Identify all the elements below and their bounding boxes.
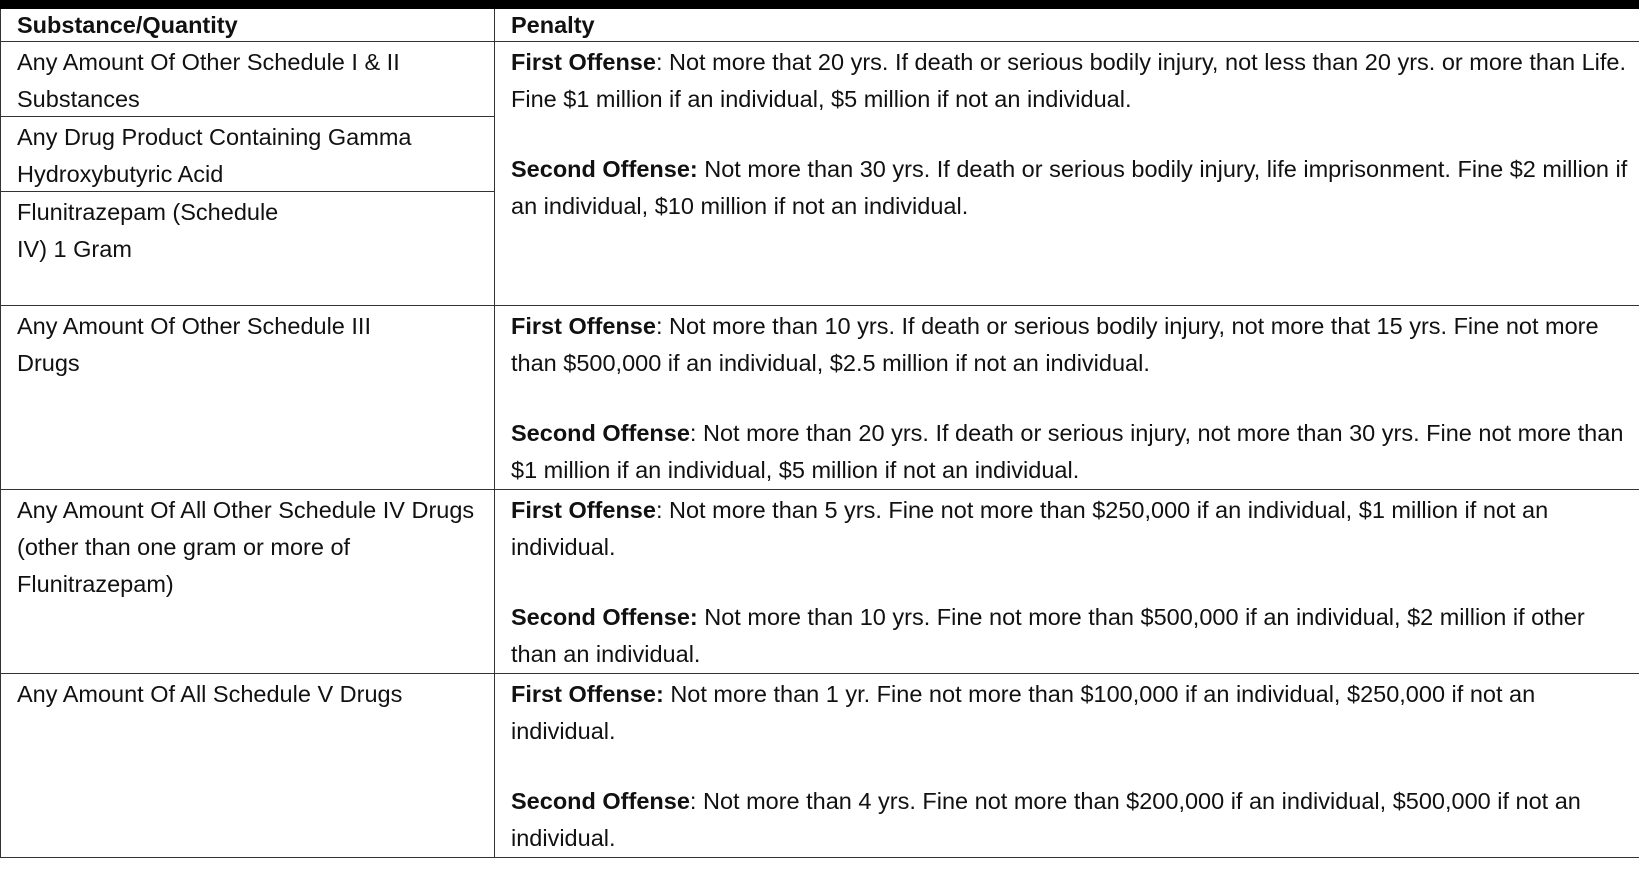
table-row: Any Amount Of All Schedule V Drugs First… <box>0 673 1639 858</box>
header-penalty: Penalty <box>494 9 1639 42</box>
second-offense-label: Second Offense: <box>511 604 698 630</box>
substance-item: Any Amount Of Other Schedule I & II Subs… <box>1 42 494 117</box>
second-offense-label: Second Offense <box>511 788 690 814</box>
first-offense-text: Not more than 1 yr. Fine not more than $… <box>511 681 1536 744</box>
first-offense-text: Not more that 20 yrs. If death or seriou… <box>511 49 1627 112</box>
header-substance-quantity: Substance/Quantity <box>0 9 495 42</box>
substance-item: Any Drug Product Containing Gamma Hydrox… <box>1 117 494 192</box>
first-offense: First Offense: Not more than 5 yrs. Fine… <box>511 492 1629 566</box>
second-offense: Second Offense: Not more than 10 yrs. Fi… <box>511 599 1629 673</box>
label-separator: : <box>655 49 670 75</box>
substance-cell: Any Amount Of All Other Schedule IV Drug… <box>0 489 495 674</box>
second-offense-label: Second Offense <box>511 420 690 446</box>
substance-item: Flunitrazepam (Schedule IV) 1 Gram <box>17 199 279 262</box>
label-separator: : <box>655 313 670 339</box>
table-row: Any Amount Of Other Schedule I & II Subs… <box>0 41 1639 306</box>
label-separator: : <box>689 420 703 446</box>
first-offense: First Offense: Not more that 20 yrs. If … <box>511 44 1629 118</box>
penalty-cell: First Offense: Not more than 10 yrs. If … <box>494 305 1639 490</box>
first-offense-label: First Offense <box>511 49 656 75</box>
penalty-cell: First Offense: Not more than 1 yr. Fine … <box>494 673 1639 858</box>
first-offense: First Offense: Not more than 1 yr. Fine … <box>511 676 1629 750</box>
second-offense-label: Second Offense: <box>511 156 698 182</box>
first-offense-text: Not more than 10 yrs. If death or seriou… <box>511 313 1599 376</box>
penalty-cell: First Offense: Not more than 5 yrs. Fine… <box>494 489 1639 674</box>
second-offense: Second Offense: Not more than 20 yrs. If… <box>511 415 1629 489</box>
second-offense-text: Not more than 30 yrs. If death or seriou… <box>511 156 1628 219</box>
penalty-cell: First Offense: Not more that 20 yrs. If … <box>494 41 1639 306</box>
substance-cell: Any Amount Of All Schedule V Drugs <box>0 673 495 858</box>
top-border-bar <box>0 0 1639 9</box>
second-offense-text: Not more than 10 yrs. Fine not more than… <box>511 604 1585 667</box>
second-offense-text: Not more than 4 yrs. Fine not more than … <box>511 788 1581 851</box>
table-row: Any Amount Of All Other Schedule IV Drug… <box>0 489 1639 674</box>
first-offense-label: First Offense: <box>511 681 664 707</box>
first-offense-label: First Offense <box>511 313 656 339</box>
first-offense-text: Not more than 5 yrs. Fine not more than … <box>511 497 1549 560</box>
second-offense: Second Offense: Not more than 4 yrs. Fin… <box>511 783 1629 857</box>
label-separator: : <box>689 788 703 814</box>
substance-cell: Any Amount Of Other Schedule I & II Subs… <box>0 41 495 306</box>
first-offense-label: First Offense <box>511 497 656 523</box>
table-header-row: Substance/Quantity Penalty <box>0 9 1639 42</box>
label-separator: : <box>655 497 670 523</box>
second-offense-text: Not more than 20 yrs. If death or seriou… <box>511 420 1624 483</box>
penalty-table: Substance/Quantity Penalty Any Amount Of… <box>0 9 1639 858</box>
table-row: Any Amount Of Other Schedule III Drugs F… <box>0 305 1639 490</box>
second-offense: Second Offense: Not more than 30 yrs. If… <box>511 151 1629 225</box>
substance-cell: Any Amount Of Other Schedule III Drugs <box>0 305 495 490</box>
first-offense: First Offense: Not more than 10 yrs. If … <box>511 308 1629 382</box>
